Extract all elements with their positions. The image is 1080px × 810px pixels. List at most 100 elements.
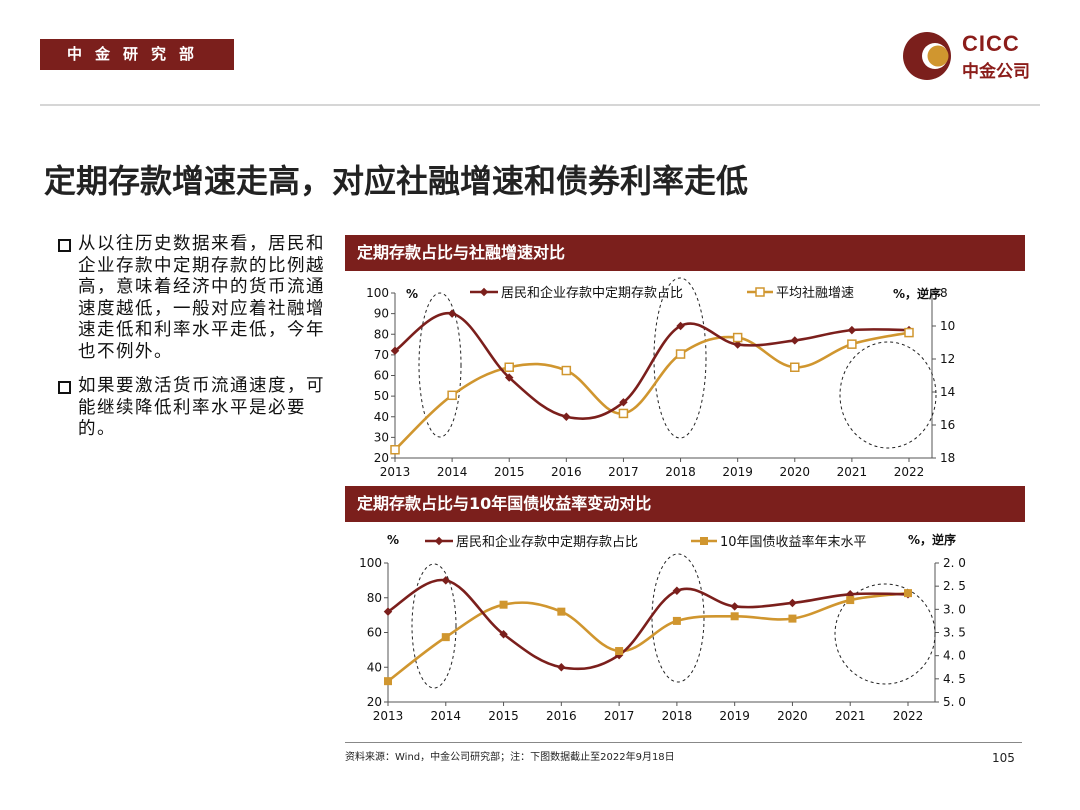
tsf-growth-point (390, 445, 400, 455)
logo-text-cn: 中金公司 (962, 62, 1030, 82)
chart1-title-bar: 定期存款占比与社融增速对比 (345, 235, 1025, 271)
right-tick-label: 12 (940, 352, 955, 366)
chart2-title-bar: 定期存款占比与10年国债收益率变动对比 (345, 486, 1025, 522)
header-divider (40, 104, 1040, 106)
bond-yield-point (557, 607, 566, 616)
time-deposit-point (733, 340, 742, 349)
x-tick-label: 2019 (722, 465, 753, 479)
left-tick-label: 20 (367, 695, 382, 709)
legend-marker-second-series (700, 537, 708, 545)
right-tick-label: 4. 0 (943, 649, 966, 663)
series-line-time-deposit-share (394, 312, 910, 420)
time-deposit-point (730, 602, 739, 611)
time-deposit-point (390, 346, 400, 355)
x-tick-label: 2021 (837, 465, 868, 479)
x-tick-label: 2020 (780, 465, 811, 479)
tsf-growth-point (904, 327, 914, 338)
series-line-time-deposit-share (387, 578, 909, 671)
x-tick-label: 2018 (665, 465, 696, 479)
right-tick-label: 5. 0 (943, 695, 966, 709)
tsf-growth-point (561, 365, 572, 376)
time-deposit-point (672, 586, 682, 596)
chart2-plot: 100 80 60 40 20 2. 0 2. 5 3. 0 3. 5 4. 0 4. 5 5. 0 2… (359, 532, 966, 723)
right-tick-label: 14 (940, 385, 955, 399)
bond-yield-point (384, 677, 392, 686)
legend-label-time-deposit: 居民和企业存款中定期存款占比 (456, 534, 638, 550)
tsf-growth-point (447, 390, 457, 401)
footer-divider (345, 742, 1022, 743)
bond-yield-point (730, 612, 739, 621)
x-tick-label: 2014 (431, 709, 462, 723)
tsf-growth-point (618, 408, 629, 419)
logo-text-en: CICC (962, 31, 1020, 56)
x-tick-label: 2021 (835, 709, 866, 723)
bullet-item: 从以往历史数据来看，居民和企业存款中定期存款的比例越高，意味着经济中的货币流通速… (58, 234, 343, 363)
page-title: 定期存款增速走高，对应社融增速和债券利率走低 (44, 162, 749, 200)
cicc-logo-mark-icon (903, 32, 951, 80)
bullet-square-icon (58, 239, 71, 252)
tsf-growth-point (790, 362, 800, 372)
bullet-item: 如果要激活货币流通速度，可能继续降低利率水平是必要的。 (58, 376, 343, 441)
x-tick-label: 2013 (380, 465, 411, 479)
right-tick-label: 2. 5 (943, 579, 966, 593)
bond-yield-point (499, 600, 508, 609)
x-tick-label: 2018 (662, 709, 693, 723)
legend-label-time-deposit: 居民和企业存款中定期存款占比 (501, 285, 683, 301)
time-deposit-point (847, 325, 857, 335)
x-tick-label: 2017 (608, 465, 639, 479)
chart1-plot: 100 90 80 70 60 50 40 30 20 8 10 12 14 16 18 2013 2014 20… (366, 277, 955, 479)
left-tick-label: 50 (374, 389, 389, 403)
left-tick-label: 90 (374, 307, 389, 321)
bullet-text: 如果要激活货币流通速度，可能继续降低利率水平是必要的。 (78, 376, 325, 439)
x-tick-label: 2019 (719, 709, 750, 723)
left-tick-label: 100 (366, 286, 389, 300)
right-tick-label: 16 (940, 418, 955, 432)
bond-yield-point (672, 616, 681, 625)
source-note: 资料来源：Wind，中金公司研究部；注：下图数据截止至2022年9月18日 (345, 752, 675, 763)
time-deposit-point (788, 598, 797, 608)
series-line-bond-yield (387, 591, 909, 683)
cicc-logo: CICC 中金公司 (900, 28, 1050, 84)
right-unit-label: %，逆序 (893, 286, 941, 301)
x-tick-label: 2022 (893, 709, 924, 723)
x-tick-label: 2020 (777, 709, 808, 723)
right-unit-label: %，逆序 (908, 532, 956, 547)
tsf-growth-point (732, 332, 743, 343)
time-deposit-point (499, 629, 508, 639)
time-deposit-point (557, 663, 566, 672)
left-tick-label: 30 (374, 430, 389, 444)
highlight-ellipse (834, 583, 936, 685)
time-deposit-point (790, 336, 800, 345)
page-number: 105 (992, 751, 1015, 765)
tsf-growth-point (675, 349, 686, 359)
time-deposit-point (562, 412, 571, 421)
highlight-ellipse (653, 277, 707, 439)
x-tick-label: 2015 (488, 709, 519, 723)
series-line-tsf-growth (394, 331, 910, 451)
highlight-ellipse (651, 553, 705, 683)
left-tick-label: 20 (374, 451, 389, 465)
time-deposit-point (441, 576, 451, 585)
right-tick-label: 18 (940, 451, 955, 465)
x-tick-label: 2016 (551, 465, 582, 479)
left-tick-label: 60 (374, 369, 389, 383)
bullet-text: 从以往历史数据来看，居民和企业存款中定期存款的比例越高，意味着经济中的货币流通速… (78, 234, 325, 362)
right-tick-label: 2. 0 (943, 556, 966, 570)
left-unit-label: % (387, 533, 399, 547)
left-tick-label: 40 (367, 660, 382, 674)
left-tick-label: 70 (374, 348, 389, 362)
x-tick-label: 2017 (604, 709, 635, 723)
right-tick-label: 4. 5 (943, 672, 966, 686)
left-tick-label: 40 (374, 410, 389, 424)
time-deposit-point (447, 309, 457, 318)
x-tick-label: 2013 (373, 709, 404, 723)
legend-label-second-series: 10年国债收益率年末水平 (720, 534, 867, 550)
x-tick-label: 2015 (494, 465, 525, 479)
bond-yield-point (788, 614, 797, 623)
section-tag: 中金研究部 (40, 39, 234, 70)
bond-yield-point (846, 596, 855, 605)
time-deposit-point (383, 607, 393, 616)
x-tick-label: 2014 (437, 465, 468, 479)
tsf-growth-point (504, 362, 514, 372)
legend-marker-time-deposit (434, 536, 444, 546)
